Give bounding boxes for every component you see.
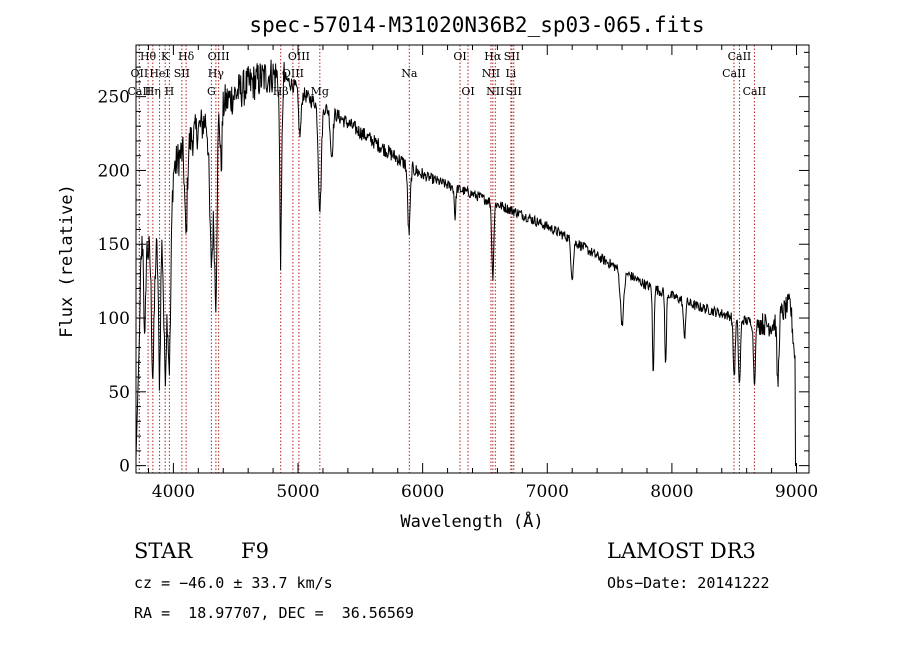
- line-label: OIII: [282, 67, 304, 80]
- x-tick-label: 9000: [775, 482, 818, 502]
- line-label: Hγ: [208, 67, 225, 80]
- line-label: Na: [401, 67, 418, 80]
- y-tick-label: 100: [98, 309, 130, 329]
- y-tick-label: 200: [98, 161, 130, 181]
- ra-dec-coordinates: RA = 18.97707, DEC = 36.56569: [134, 604, 414, 622]
- y-tick-label: 50: [108, 383, 130, 403]
- line-label: NII: [486, 85, 504, 98]
- x-axis-label: Wavelength (Å): [400, 510, 543, 532]
- line-label: SII: [506, 85, 522, 98]
- x-tick-label: 4000: [152, 482, 195, 502]
- line-label: Hδ: [178, 50, 195, 63]
- y-tick-label: 0: [119, 457, 130, 477]
- line-label: CaII: [743, 85, 767, 98]
- x-tick-label: 8000: [650, 482, 693, 502]
- x-tick-label: 6000: [401, 482, 444, 502]
- line-label: OI: [461, 85, 474, 98]
- line-label: Mg: [311, 85, 329, 98]
- line-label: G: [207, 85, 216, 98]
- line-label: NII: [482, 67, 500, 80]
- line-label: Hα: [484, 50, 502, 63]
- redshift-cz: cz = −46.0 ± 33.7 km/s: [134, 574, 333, 592]
- line-label: Hθ: [140, 50, 157, 63]
- object-subclass: F9: [241, 539, 269, 563]
- survey-name: LAMOST DR3: [607, 539, 756, 563]
- y-tick-label: 150: [98, 235, 130, 255]
- line-label: CaII: [728, 50, 752, 63]
- plot-frame: [135, 44, 810, 474]
- line-label: OIII: [288, 50, 310, 63]
- y-axis-label: Flux (relative): [57, 184, 77, 338]
- line-label: Hη: [145, 85, 161, 98]
- y-axis-ticks: 0 50 100 150 200 250: [98, 51, 809, 477]
- line-label: HeI: [149, 67, 169, 80]
- line-label: Li: [505, 67, 516, 80]
- line-label: OI: [453, 50, 466, 63]
- line-label: CaII: [128, 85, 152, 98]
- object-class: STAR: [134, 539, 193, 563]
- spectrum-line: [135, 59, 797, 467]
- line-label: SII: [174, 67, 190, 80]
- line-label: Hβ: [273, 85, 289, 98]
- line-label: CaII: [722, 67, 746, 80]
- x-axis-ticks: 4000 5000 6000 7000 8000 9000: [147, 45, 818, 502]
- line-label: OIII: [208, 50, 230, 63]
- x-tick-label: 5000: [276, 482, 319, 502]
- emission-line-labels: CaII OII Hθ Hη HeI K H SII Hδ G Hγ OIII Hβ OIII OIII Mg…: [128, 50, 767, 98]
- observation-date: Obs−Date: 20141222: [607, 574, 770, 592]
- chart-title: spec-57014-M31020N36B2_sp03-065.fits: [249, 13, 704, 37]
- x-tick-label: 7000: [526, 482, 569, 502]
- line-label: H: [165, 85, 175, 98]
- line-label: K: [161, 50, 170, 63]
- y-tick-label: 250: [98, 88, 130, 108]
- line-label: SII: [504, 50, 520, 63]
- line-label: OII: [131, 67, 149, 80]
